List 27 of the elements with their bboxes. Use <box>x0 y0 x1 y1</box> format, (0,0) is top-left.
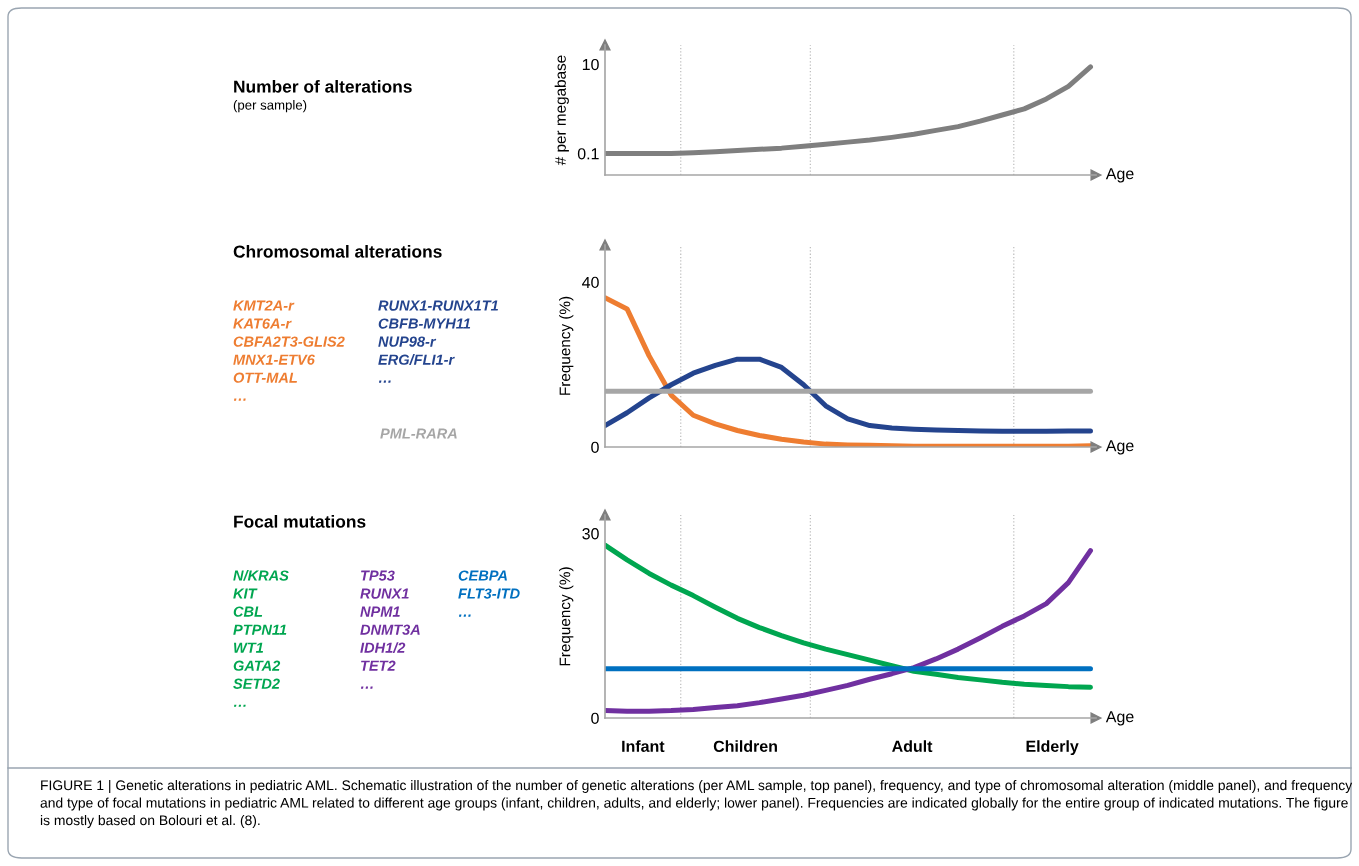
text: Number of alterations <box>234 80 412 93</box>
y-tick-label: 40 <box>582 276 599 289</box>
text: RUNX1-RUNX1T1 CBFB-MYH11 NUP98-r ERG/FLI1-r … <box>378 300 498 383</box>
y-tick-label: 0 <box>591 712 599 724</box>
y-axis-title: Frequency (%) <box>559 567 574 666</box>
text: Infant <box>622 740 665 752</box>
x-axis-title: Age <box>1105 711 1134 726</box>
x-axis-title: Age <box>1105 440 1134 455</box>
caption: FIGURE 1 | Genetic alterations in pediatric AML. Schematic illustration of the number of genetic alterations (per AML sample, top panel), frequency, and type of chromosomal alteration (middle panel), and frequency and type of focal mutations in pediatric AML related to different age groups (infant, children, adults, and elderly; lower panel). Frequencies are indicated globally for the entire group of indicated mutations. The figure is mostly based on Bolouri et al. (8). <box>40 780 1353 828</box>
text: TP53 RUNX1 NPM1 DNMT3A IDH1/2 TET2 … <box>360 570 420 689</box>
text: Focal mutations <box>234 515 366 528</box>
text: KMT2A-r KAT6A-r CBFA2T3-GLIS2 MNX1-ETV6 OTT-MAL … <box>233 300 345 401</box>
y-tick-label: 10 <box>582 58 599 71</box>
text: (per sample) <box>233 100 307 113</box>
y-tick-label: 30 <box>582 528 599 540</box>
y-tick-label: 0 <box>591 441 599 453</box>
x-axis-title: Age <box>1105 168 1134 183</box>
y-axis-title: # per megabase <box>554 55 569 166</box>
text: Children <box>713 740 777 752</box>
text: Adult <box>892 740 933 752</box>
text: Elderly <box>1026 740 1079 756</box>
text: CEBPA FLT3-ITD … <box>458 570 520 617</box>
y-tick-label: 0.1 <box>577 148 599 160</box>
text: Chromosomal alterations <box>233 245 442 258</box>
y-axis-title: Frequency (%) <box>559 296 574 395</box>
text: N/KRAS KIT CBL PTPN11 WT1 GATA2 SETD2 … <box>233 570 289 707</box>
text: PML-RARA <box>380 428 457 439</box>
